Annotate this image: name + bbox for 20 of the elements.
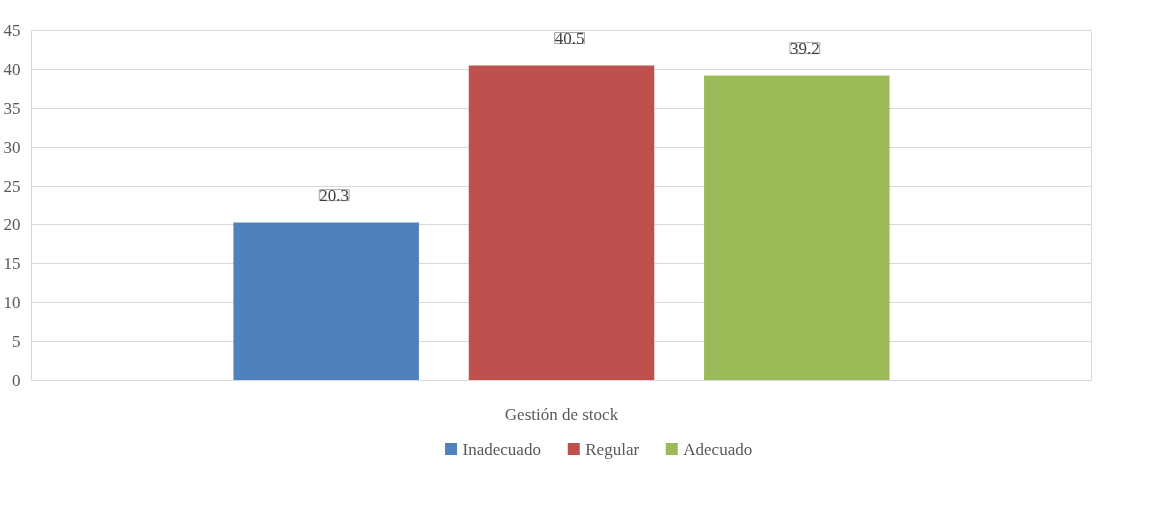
bar <box>704 75 890 381</box>
bar <box>468 65 655 381</box>
bar <box>233 222 419 381</box>
data-label: 39.2 <box>789 38 820 58</box>
y-tick-label: 20 <box>3 215 21 235</box>
y-tick-label: 30 <box>3 137 21 157</box>
legend-label: Adecuado <box>683 439 753 459</box>
data-label: 20.3 <box>319 185 350 205</box>
y-tick-label: 10 <box>3 293 21 313</box>
y-tick-label: 0 <box>12 371 21 390</box>
y-tick-label: 5 <box>12 332 21 352</box>
legend-label: Inadecuado <box>462 439 541 459</box>
x-tick-label: Gestión de stock <box>504 404 619 424</box>
y-tick-label: 45 <box>3 21 21 40</box>
legend-label: Regular <box>585 439 640 459</box>
data-label: 40.5 <box>554 28 585 48</box>
y-tick-label: 35 <box>3 98 21 118</box>
y-tick-label: 25 <box>3 176 21 196</box>
y-tick-label: 40 <box>3 59 21 79</box>
y-tick-label: 15 <box>3 254 21 274</box>
